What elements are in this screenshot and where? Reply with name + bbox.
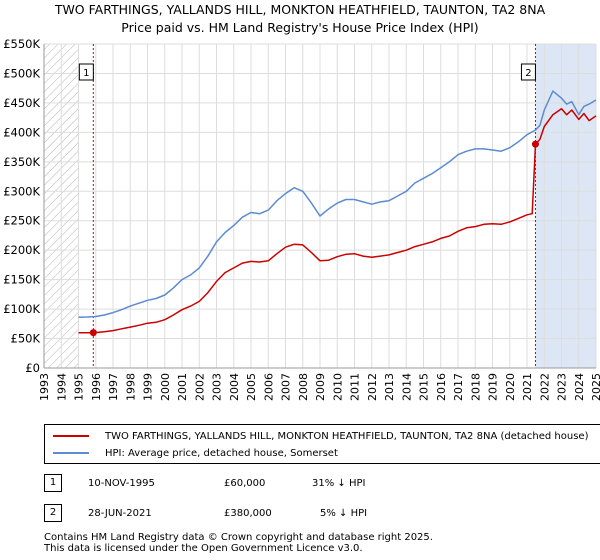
y-tick-label: £350K: [3, 155, 40, 169]
y-tick-label: £50K: [11, 332, 41, 346]
y-tick-label: £150K: [3, 273, 40, 287]
legend-item-hpi: HPI: Average price, detached house, Some…: [53, 445, 338, 461]
x-tick-label: 2004: [228, 373, 241, 401]
x-tick-label: 1996: [90, 373, 103, 401]
x-tick-label: 2025: [590, 373, 600, 401]
sale-marker-number: 1: [83, 68, 89, 79]
x-tick-label: 1994: [55, 373, 68, 401]
sale-point: [89, 329, 97, 337]
sale-date: 28-JUN-2021: [88, 508, 152, 519]
x-tick-label: 2014: [400, 373, 413, 401]
x-tick-label: 2015: [418, 373, 431, 401]
legend-item-property: TWO FARTHINGS, YALLANDS HILL, MONKTON HE…: [53, 428, 588, 444]
x-tick-label: 2001: [176, 373, 189, 401]
x-tick-label: 1998: [124, 373, 137, 401]
sale-date: 10-NOV-1995: [88, 478, 155, 489]
x-tick-label: 2018: [469, 373, 482, 401]
y-tick-label: £550K: [3, 37, 40, 51]
price-chart: £0 £50K £100K £150K £200K £250K £300K £350K £400…: [3, 37, 600, 401]
post-sale-shading: [535, 44, 596, 368]
legend-swatch-red: [53, 435, 89, 437]
sale-point: [531, 140, 539, 148]
series-line-hpi: [78, 90, 597, 319]
y-tick-label: £450K: [3, 96, 40, 110]
sale-number-badge: 2: [44, 504, 62, 522]
footer-attribution: Contains HM Land Registry data © Crown c…: [44, 532, 433, 554]
legend-label-hpi: HPI: Average price, detached house, Some…: [105, 447, 338, 459]
x-tick-label: 2013: [383, 373, 396, 401]
x-tick-label: 2020: [504, 373, 517, 401]
y-tick-label: £0: [25, 361, 40, 375]
x-tick-label: 2010: [331, 373, 344, 401]
sale-marker-badge: [78, 63, 94, 81]
x-tick-label: 2008: [297, 373, 310, 401]
x-tick-label: 2012: [366, 373, 379, 401]
sale-number-badge: 1: [44, 474, 62, 492]
x-tick-label: 2017: [452, 373, 465, 401]
footer-line-1: Contains HM Land Registry data © Crown c…: [44, 532, 433, 543]
y-tick-label: £200K: [3, 243, 40, 257]
sale-marker-number: 2: [525, 68, 531, 79]
chart-legend: TWO FARTHINGS, YALLANDS HILL, MONKTON HE…: [44, 424, 600, 464]
x-tick-label: 1997: [107, 373, 120, 401]
chart-title-line-1: TWO FARTHINGS, YALLANDS HILL, MONKTON HE…: [54, 2, 546, 17]
x-tick-label: 2002: [193, 373, 206, 401]
x-tick-label: 2006: [262, 373, 275, 401]
x-tick-label: 2011: [349, 373, 362, 401]
y-tick-label: £100K: [3, 302, 40, 316]
series-line-property: [78, 108, 597, 334]
x-tick-label: 1995: [73, 373, 86, 401]
sale-price: £380,000: [224, 508, 272, 519]
y-tick-label: £300K: [3, 184, 40, 198]
chart-title-line-2: Price paid vs. HM Land Registry's House …: [121, 20, 479, 35]
sale-marker-badge: [520, 63, 536, 81]
y-tick-label: £250K: [3, 214, 40, 228]
sale-hpi-diff: 31% ↓ HPI: [312, 478, 366, 489]
x-tick-label: 2023: [556, 373, 569, 401]
x-tick-label: 1993: [38, 373, 51, 401]
x-tick-label: 2024: [573, 373, 586, 401]
sale-price: £60,000: [224, 478, 266, 489]
x-tick-label: 2003: [211, 373, 224, 401]
x-tick-label: 2019: [487, 373, 500, 401]
x-tick-label: 2009: [314, 373, 327, 401]
x-tick-label: 2005: [245, 373, 258, 401]
x-tick-label: 2016: [435, 373, 448, 401]
x-tick-label: 2007: [280, 373, 293, 401]
x-tick-label: 2022: [538, 373, 551, 401]
sale-hpi-diff: 5% ↓ HPI: [320, 508, 368, 519]
x-tick-label: 1999: [142, 373, 155, 401]
x-tick-label: 2021: [521, 373, 534, 401]
x-tick-label: 2000: [159, 373, 172, 401]
footer-line-2: This data is licensed under the Open Gov…: [44, 543, 363, 554]
y-tick-label: £400K: [3, 125, 40, 139]
legend-swatch-blue: [53, 452, 89, 454]
y-tick-label: £500K: [3, 66, 40, 80]
legend-label-property: TWO FARTHINGS, YALLANDS HILL, MONKTON HE…: [105, 430, 589, 442]
